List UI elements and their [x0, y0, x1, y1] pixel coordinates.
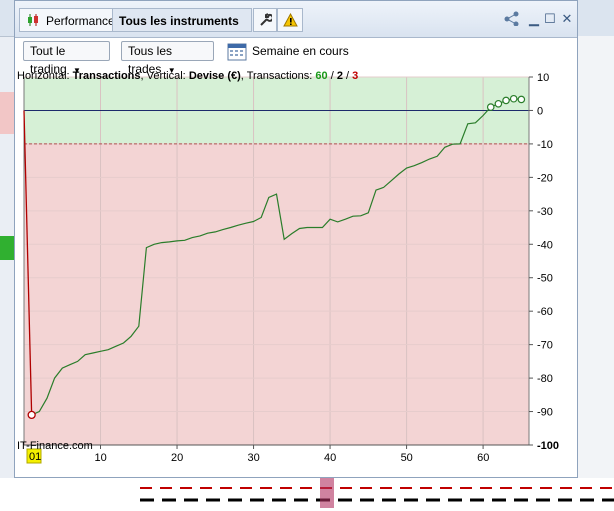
y-tick-label: -10 — [537, 139, 553, 151]
equity-series — [23, 94, 526, 420]
y-tick-label: -50 — [537, 273, 553, 285]
background-app-toolbar-right — [578, 0, 614, 36]
background-app-toolbar-left — [0, 0, 14, 37]
min-point-marker — [27, 410, 36, 420]
info-vertical-value: Devise (€) — [188, 70, 241, 82]
y-tick-label: 0 — [537, 105, 543, 117]
y-tick-label: -70 — [537, 340, 553, 352]
y-tick-label: -40 — [537, 239, 553, 251]
title-bar: Performance Tous les instruments ▼ ▁ ☐ ✕ — [15, 1, 577, 51]
y-tick-label: 10 — [537, 72, 549, 84]
equity-line — [31, 98, 522, 416]
loss-zone — [24, 143, 529, 445]
positive-point-marker — [517, 95, 526, 104]
wrench-icon — [260, 13, 272, 26]
watermark: IT-Finance.com — [17, 440, 93, 452]
x-tick-label: 40 — [324, 452, 336, 464]
period-label: Semaine en cours — [252, 44, 349, 58]
trades-filter-dropdown[interactable]: Tous les trades ▼ — [121, 41, 214, 76]
minimize-icon[interactable]: ▁ — [529, 11, 539, 26]
candlestick-icon — [28, 14, 38, 26]
trading-filter-label: Tout le trading — [30, 44, 67, 76]
info-sep-2: / — [346, 70, 350, 82]
y-tick-label: -80 — [537, 373, 553, 385]
tab-instruments-dropdown[interactable]: Tous les instruments ▼ — [112, 8, 252, 51]
x-tick-label: 60 — [477, 452, 489, 464]
share-icon[interactable] — [503, 10, 519, 26]
start-marker — [26, 448, 42, 464]
positive-point-marker — [509, 94, 518, 103]
info-transactions-total: 60 — [315, 70, 328, 82]
performance-window: Performance Tous les instruments ▼ ▁ ☐ ✕ — [14, 0, 578, 478]
y-tick-label: -60 — [537, 306, 553, 318]
x-tick-label: 50 — [401, 452, 413, 464]
tab-performance[interactable]: Performance — [19, 8, 115, 32]
info-horizontal-value: Transactions — [72, 70, 141, 82]
positive-point-marker — [494, 99, 503, 108]
trades-filter-label: Tous les trades — [128, 44, 173, 76]
equity-chart: 10 0 -10 -20 -30 -40 -50 -60 -70 -80 -90 -100 01 10 2… — [23, 72, 559, 464]
info-horizontal-prefix: Horizontal: — [17, 70, 70, 82]
info-vertical-prefix: , Vertical: — [140, 70, 186, 82]
warning-button[interactable] — [277, 8, 303, 32]
warning-icon — [283, 13, 298, 27]
background-app-bottom — [0, 478, 614, 508]
tab-performance-label: Performance — [46, 14, 115, 28]
y-tick-label: -20 — [537, 172, 553, 184]
info-transactions-win: 2 — [336, 70, 343, 82]
positive-point-marker — [486, 103, 495, 111]
caret-down-icon: ▼ — [167, 66, 176, 75]
y-tick-label: -30 — [537, 206, 553, 218]
x-tick-label: 20 — [171, 452, 183, 464]
tab-instruments-label: Tous les instruments — [119, 14, 239, 28]
positive-point-marker — [502, 96, 510, 105]
background-chart-lines — [140, 478, 614, 508]
background-app-right — [578, 0, 614, 508]
y-tick-label: -100 — [537, 440, 559, 452]
y-axis: 10 0 -10 -20 -30 -40 -50 -60 -70 -80 -90 -100 — [529, 72, 559, 452]
x-tick-label: 30 — [248, 452, 260, 464]
info-sep-1: / — [330, 70, 334, 82]
chart-info-line: Horizontal: Transactions, Vertical: Devi… — [17, 70, 358, 82]
reference-lines — [23, 77, 530, 446]
calendar-icon[interactable] — [227, 41, 247, 61]
loss-segment — [23, 110, 33, 415]
x-tick-label: 10 — [95, 452, 107, 464]
start-marker-label: 01 — [29, 451, 41, 463]
close-icon[interactable]: ✕ — [561, 11, 573, 26]
y-tick-label: -90 — [537, 407, 553, 419]
info-transactions-prefix: , Transactions: — [240, 70, 313, 82]
settings-button[interactable] — [253, 8, 277, 32]
background-app-green-block — [0, 236, 14, 260]
info-transactions-loss: 3 — [352, 70, 359, 82]
maximize-icon[interactable]: ☐ — [544, 11, 556, 26]
caret-down-icon: ▼ — [73, 66, 81, 75]
trading-filter-dropdown[interactable]: Tout le trading ▼ — [23, 41, 110, 76]
x-axis: 01 10 20 30 40 50 60 — [26, 445, 489, 464]
background-app-red-block — [0, 92, 14, 134]
